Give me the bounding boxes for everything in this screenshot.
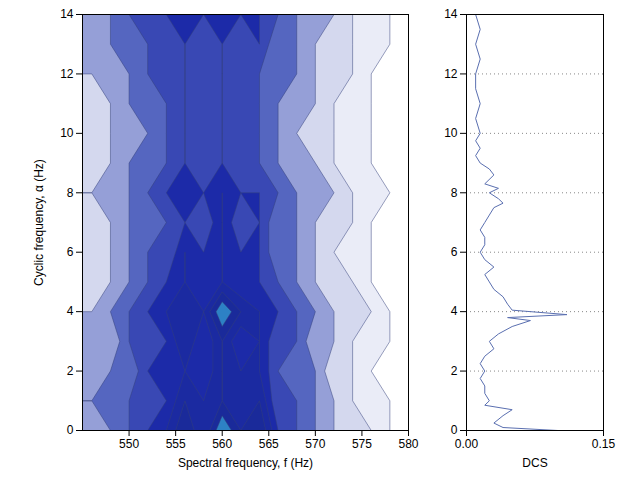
svg-text:4: 4: [451, 304, 458, 318]
svg-text:14: 14: [444, 7, 458, 21]
svg-text:2: 2: [451, 364, 458, 378]
svg-text:555: 555: [166, 437, 186, 451]
svg-text:10: 10: [444, 126, 458, 140]
svg-text:14: 14: [60, 7, 74, 21]
svg-text:0: 0: [451, 423, 458, 437]
svg-text:575: 575: [352, 437, 372, 451]
svg-text:0: 0: [67, 423, 74, 437]
svg-text:DCS: DCS: [522, 456, 547, 470]
svg-text:560: 560: [212, 437, 232, 451]
svg-text:0.15: 0.15: [592, 437, 616, 451]
svg-text:Spectral frequency, f (Hz): Spectral frequency, f (Hz): [178, 456, 313, 470]
svg-text:6: 6: [451, 245, 458, 259]
svg-text:6: 6: [67, 245, 74, 259]
svg-text:565: 565: [259, 437, 279, 451]
svg-text:8: 8: [67, 186, 74, 200]
svg-text:12: 12: [60, 67, 74, 81]
svg-text:2: 2: [67, 364, 74, 378]
svg-text:8: 8: [451, 186, 458, 200]
svg-text:580: 580: [398, 437, 418, 451]
svg-text:570: 570: [305, 437, 325, 451]
svg-text:10: 10: [60, 126, 74, 140]
svg-text:Cyclic frequency, α (Hz): Cyclic frequency, α (Hz): [32, 159, 46, 286]
svg-text:4: 4: [67, 304, 74, 318]
svg-text:0.00: 0.00: [455, 437, 479, 451]
svg-text:550: 550: [119, 437, 139, 451]
svg-text:12: 12: [444, 67, 458, 81]
